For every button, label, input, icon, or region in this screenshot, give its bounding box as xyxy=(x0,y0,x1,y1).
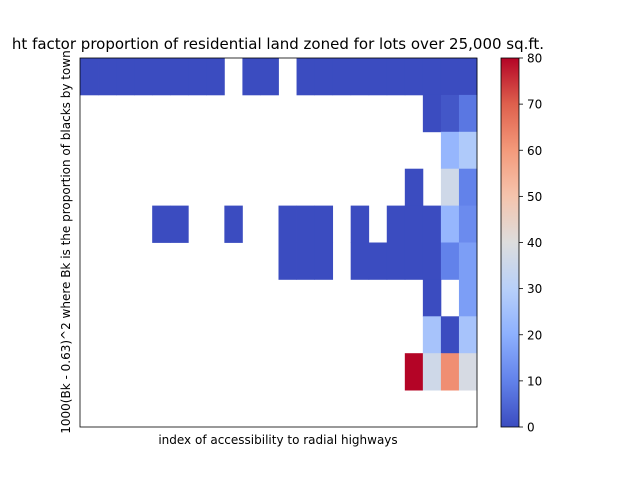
heatmap-cells xyxy=(80,58,478,391)
heatmap-cell xyxy=(332,58,352,96)
heatmap-cell xyxy=(368,242,388,280)
chart-title: ht factor proportion of residential land… xyxy=(12,35,544,53)
heatmap-cell xyxy=(422,58,442,96)
heatmap-cell xyxy=(440,58,460,96)
heatmap-cell xyxy=(224,205,243,243)
heatmap-cell xyxy=(170,58,189,96)
heatmap-cell xyxy=(440,168,460,206)
heatmap-cell xyxy=(422,353,442,391)
heatmap-cell xyxy=(314,205,334,243)
heatmap-cell xyxy=(134,58,153,96)
heatmap-cell xyxy=(296,58,315,96)
heatmap-cell xyxy=(440,353,460,391)
colorbar-tick-label: 20 xyxy=(527,328,542,342)
heatmap-cell xyxy=(278,242,297,280)
heatmap-cell xyxy=(422,316,442,354)
heatmap-cell xyxy=(152,205,171,243)
heatmap-cell xyxy=(422,242,442,280)
heatmap-cell xyxy=(116,58,135,96)
heatmap-cell xyxy=(440,205,460,243)
heatmap-cell xyxy=(188,58,207,96)
heatmap-cell xyxy=(242,58,261,96)
colorbar-tick-label: 10 xyxy=(527,374,542,388)
heatmap-cell xyxy=(458,279,478,317)
heatmap-cell xyxy=(404,58,424,96)
colorbar-tick-label: 30 xyxy=(527,282,542,296)
heatmap-cell xyxy=(404,205,424,243)
heatmap-cell xyxy=(458,58,478,96)
heatmap-cell xyxy=(260,58,279,96)
heatmap-cell xyxy=(296,205,315,243)
heatmap-cell xyxy=(314,242,334,280)
heatmap-cell xyxy=(440,94,460,133)
heatmap-cell xyxy=(314,58,334,96)
heatmap-cell xyxy=(458,94,478,133)
heatmap-cell xyxy=(350,58,370,96)
heatmap-cell xyxy=(458,205,478,243)
colorbar-tick-label: 50 xyxy=(527,190,542,204)
heatmap-cell xyxy=(422,94,442,133)
colorbar-tick-label: 60 xyxy=(527,144,542,158)
heatmap-cell xyxy=(206,58,225,96)
heatmap-cell xyxy=(152,58,171,96)
colorbar-tick-label: 70 xyxy=(527,98,542,112)
heatmap-cell xyxy=(440,242,460,280)
heatmap-cell xyxy=(458,316,478,354)
heatmap-cell xyxy=(458,168,478,206)
heatmap-cell xyxy=(386,58,406,96)
colorbar-tick-label: 40 xyxy=(527,236,542,250)
heatmap-cell xyxy=(440,316,460,354)
heatmap-cell xyxy=(458,131,478,170)
heatmap-cell xyxy=(458,353,478,391)
heatmap-cell xyxy=(170,205,189,243)
heatmap-cell xyxy=(386,205,406,243)
heatmap-cell xyxy=(350,205,370,243)
heatmap-cell xyxy=(278,205,297,243)
y-axis-label: 1000(Bk - 0.63)^2 where Bk is the propor… xyxy=(59,50,73,433)
heatmap-cell xyxy=(98,58,117,96)
heatmap-cell xyxy=(404,242,424,280)
colorbar-tick-label: 0 xyxy=(527,421,535,435)
heatmap-cell xyxy=(386,242,406,280)
colorbar-tick-label: 80 xyxy=(527,52,542,66)
plot-frame xyxy=(79,57,478,428)
heatmap-cell xyxy=(350,242,370,280)
colorbar-ticks: 0 10 20 30 40 50 60 70 80 xyxy=(519,52,542,435)
heatmap-cell xyxy=(368,58,388,96)
x-axis-label: index of accessibility to radial highway… xyxy=(158,433,397,447)
colorbar-gradient xyxy=(500,57,520,428)
heatmap-cell xyxy=(440,131,460,170)
heatmap-cell xyxy=(458,242,478,280)
heatmap-cell xyxy=(80,58,99,96)
heatmap-cell xyxy=(422,205,442,243)
heatmap-cell xyxy=(404,168,424,206)
colorbar: 0 10 20 30 40 50 60 70 80 xyxy=(500,52,542,435)
heatmap-cell xyxy=(296,242,315,280)
heatmap-cell xyxy=(422,279,442,317)
heatmap-cell xyxy=(404,353,424,391)
